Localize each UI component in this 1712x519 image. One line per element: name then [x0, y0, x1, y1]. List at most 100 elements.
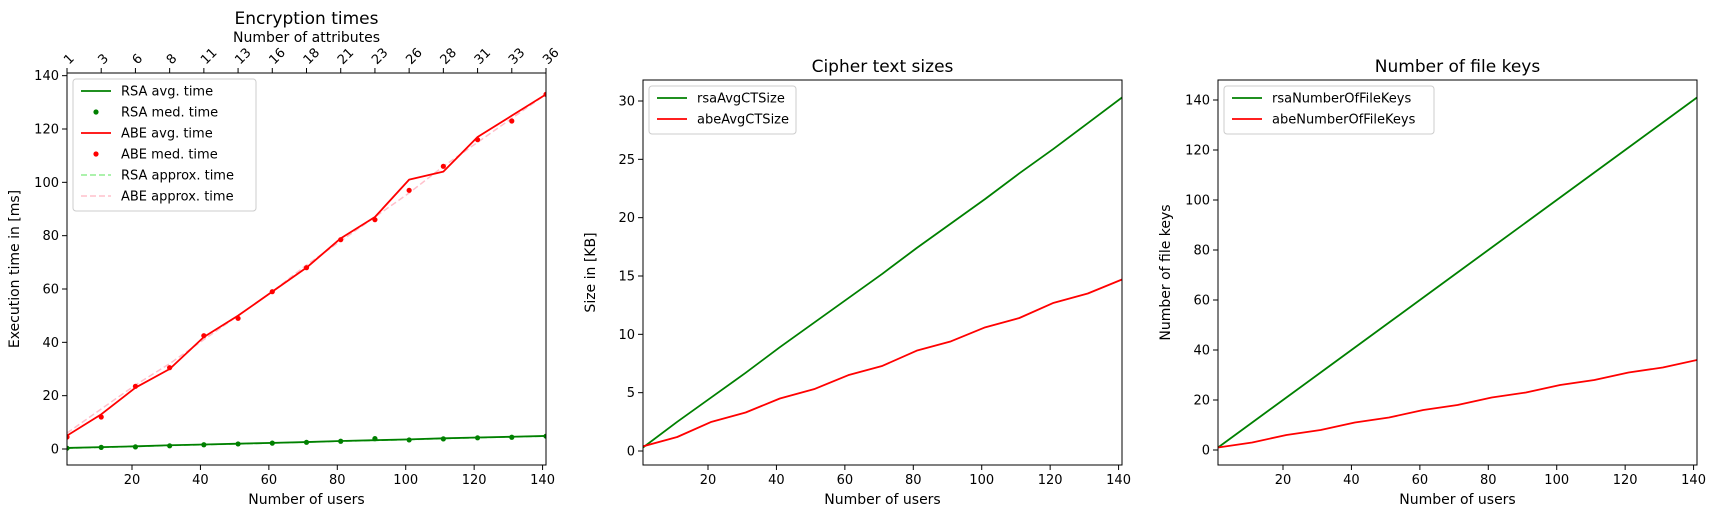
y-tick-label: 40 [42, 336, 59, 351]
y-tick-label: 100 [1185, 194, 1210, 209]
series-line [643, 96, 1122, 449]
data-point [338, 438, 344, 444]
data-point [440, 163, 446, 169]
data-point [132, 383, 139, 389]
y-tick-label: 80 [42, 229, 59, 244]
data-point [67, 445, 70, 451]
y-tick-label: 20 [618, 211, 635, 226]
y-axis-label: Size in [KB] [583, 232, 599, 312]
data-point [372, 436, 378, 442]
legend-box [72, 78, 257, 212]
y-tick-label: 20 [1193, 394, 1210, 409]
legend: RSA avg. time RSA med. time ABE avg. time A… [72, 78, 257, 212]
series-line [1218, 359, 1697, 449]
x-tick-label: 100 [1544, 473, 1569, 488]
data-point [167, 443, 173, 449]
x-tick-label: 140 [530, 473, 555, 488]
x-tick-label: 60 [1412, 473, 1429, 488]
data-point [406, 437, 412, 443]
legend-label: RSA approx. time [121, 169, 234, 184]
x-tick-label: 80 [905, 473, 922, 488]
chart-filekeys: Number of file keys 20 40 60 80 100 120 140 Numb… [1158, 57, 1706, 508]
legend-label: ABE avg. time [121, 127, 213, 142]
data-point [269, 440, 275, 446]
chart-title: Cipher text sizes [812, 57, 954, 77]
axes-frame [1217, 79, 1698, 466]
legend-label: abeNumberOfFileKeys [1272, 113, 1416, 128]
legend: rsaAvgCTSize abeAvgCTSize [648, 85, 797, 135]
legend-handle [93, 109, 99, 115]
x-tick-label: 60 [261, 473, 278, 488]
legend-label: ABE med. time [121, 148, 218, 163]
x-tick-label: 120 [1038, 473, 1063, 488]
x-tick-label: 20 [700, 473, 717, 488]
data-point [338, 237, 344, 243]
x-tick-label: 80 [1480, 473, 1497, 488]
y-tick-label: 15 [618, 270, 635, 285]
y-tick-label: 10 [618, 328, 635, 343]
y-tick-label: 0 [627, 445, 635, 460]
data-point [543, 91, 546, 97]
plot-area [1218, 96, 1697, 449]
chart-title: Number of file keys [1375, 57, 1541, 77]
x-tick-label: 20 [1275, 473, 1292, 488]
y-tick-label: 140 [34, 69, 59, 84]
legend: rsaNumberOfFileKeys abeNumberOfFileKeys [1223, 85, 1435, 135]
legend-handle [93, 151, 99, 157]
chart-encryption: Encryption times 20 40 60 80 100 120 140 Number … [7, 9, 563, 508]
data-point [509, 118, 515, 124]
x-tick-label: 80 [329, 473, 346, 488]
data-point [543, 433, 546, 439]
data-point [98, 414, 104, 420]
y-tick-label: 60 [1193, 294, 1210, 309]
data-point [474, 137, 481, 143]
x-tick-label: 100 [969, 473, 994, 488]
axes-frame [66, 72, 547, 466]
axes-frame [642, 79, 1123, 466]
legend-label: abeAvgCTSize [697, 113, 789, 128]
y-tick-label: 30 [618, 95, 635, 110]
x-tick-label: 60 [837, 473, 854, 488]
series-line [1218, 96, 1697, 449]
y-tick-label: 120 [1185, 144, 1210, 159]
plot-area [67, 91, 546, 451]
data-point [474, 435, 481, 441]
x-axis-label: Number of users [1399, 492, 1515, 508]
y-tick-label: 80 [1193, 244, 1210, 259]
y-axis-label: Number of file keys [1158, 204, 1174, 340]
y-tick-label: 40 [1193, 344, 1210, 359]
y-tick-label: 100 [34, 176, 59, 191]
data-point [372, 217, 378, 223]
x-tick-label: 140 [1106, 473, 1131, 488]
legend-label: rsaAvgCTSize [697, 92, 785, 107]
x-tick-label: 120 [1613, 473, 1638, 488]
y-tick-label: 25 [618, 153, 635, 168]
y-tick-label: 140 [1185, 94, 1210, 109]
x-axis-label: Number of users [824, 492, 940, 508]
y-tick-label: 0 [51, 443, 59, 458]
data-point [303, 265, 310, 271]
x-tick-label: 120 [462, 473, 487, 488]
x-tick-label: 20 [124, 473, 141, 488]
x-tick-label: 40 [192, 473, 209, 488]
y-axis-label: Execution time in [ms] [7, 190, 23, 348]
y-tick-label: 120 [34, 123, 59, 138]
data-point [509, 434, 515, 440]
y-tick-label: 60 [42, 283, 59, 298]
x2-axis-label: Number of attributes [233, 30, 380, 46]
data-point [269, 289, 275, 295]
data-point [201, 333, 207, 339]
y-tick-label: 0 [1202, 444, 1210, 459]
x-axis-label: Number of users [248, 492, 364, 508]
data-point [303, 439, 310, 445]
y-tick-label: 20 [42, 389, 59, 404]
chart-title: Encryption times [235, 9, 379, 29]
x-tick-label: 140 [1681, 473, 1706, 488]
series-line [643, 278, 1122, 448]
series-line [67, 93, 546, 434]
data-point [406, 187, 412, 193]
data-point [98, 444, 104, 450]
x-tick-label: 40 [1343, 473, 1360, 488]
